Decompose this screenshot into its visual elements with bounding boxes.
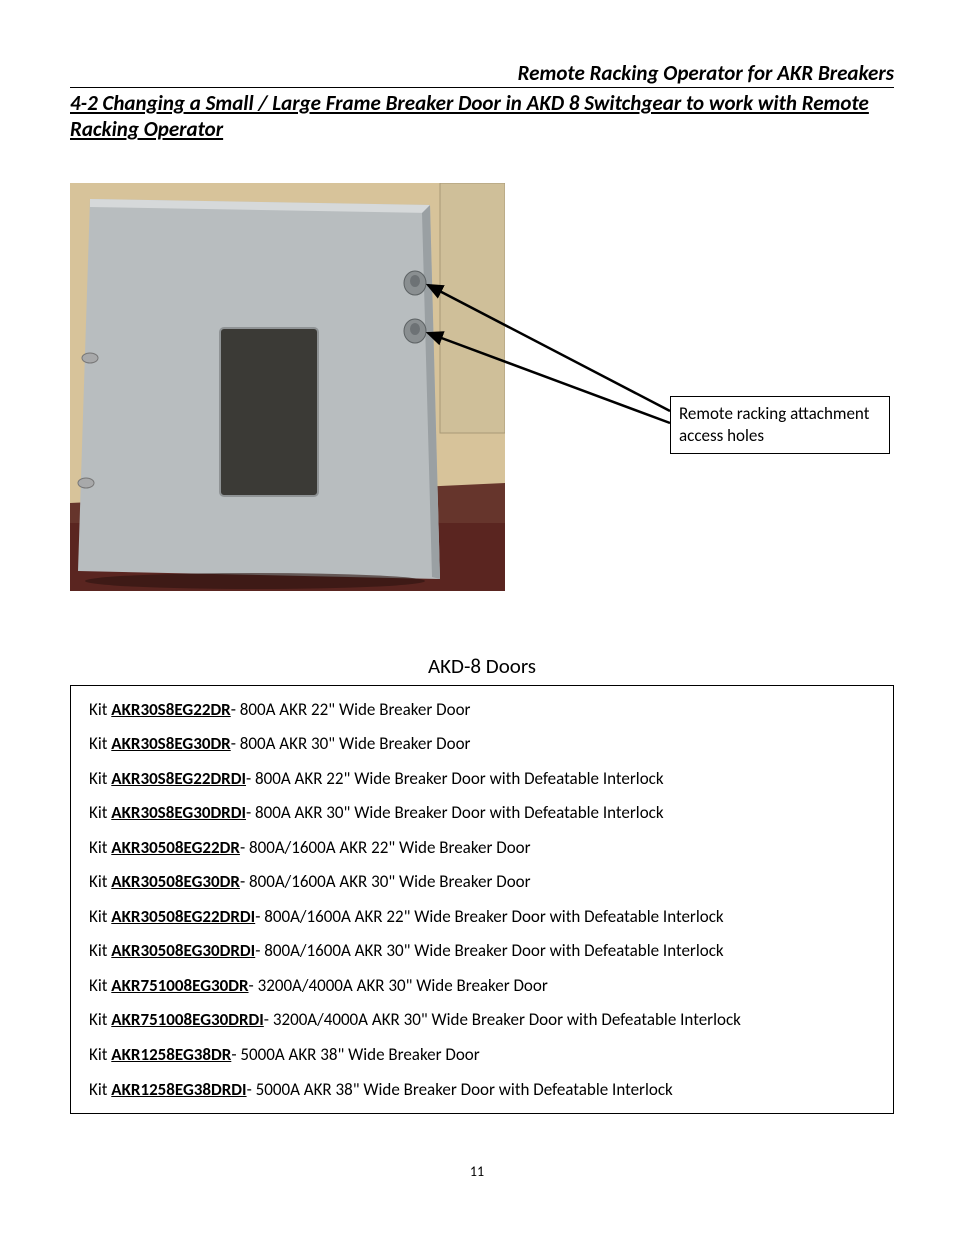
- kit-description: - 3200A/4000A AKR 30" Wide Breaker Door …: [264, 1009, 741, 1030]
- kit-description: - 800A/1600A AKR 30" Wide Breaker Door w…: [255, 940, 723, 961]
- kit-row: Kit AKR751008EG30DR- 3200A/4000A AKR 30"…: [89, 976, 875, 996]
- kit-row: Kit AKR30508EG30DR- 800A/1600A AKR 30" W…: [89, 872, 875, 892]
- figure-area: Remote racking attachment access holes: [70, 183, 894, 643]
- kit-row: Kit AKR30S8EG22DR- 800A AKR 22" Wide Bre…: [89, 700, 875, 720]
- kit-description: - 5000A AKR 38" Wide Breaker Door with D…: [247, 1079, 673, 1100]
- kit-description: - 800A AKR 30" Wide Breaker Door: [231, 733, 471, 754]
- kit-code: AKR30S8EG22DRDI: [111, 768, 246, 789]
- callout-label: Remote racking attachment access holes: [670, 396, 890, 454]
- kit-code: AKR30S8EG22DR: [111, 699, 230, 720]
- kit-list-table: Kit AKR30S8EG22DR- 800A AKR 22" Wide Bre…: [70, 685, 894, 1115]
- kit-description: - 800A/1600A AKR 22" Wide Breaker Door w…: [255, 906, 723, 927]
- kit-code: AKR751008EG30DRDI: [111, 1009, 264, 1030]
- section-heading: 4-2 Changing a Small / Large Frame Break…: [70, 90, 894, 143]
- table-title: AKD-8 Doors: [70, 653, 894, 679]
- kit-code: AKR30508EG22DR: [111, 837, 240, 858]
- kit-description: - 800A AKR 22" Wide Breaker Door with De…: [246, 768, 664, 789]
- kit-row: Kit AKR30508EG22DRDI- 800A/1600A AKR 22"…: [89, 907, 875, 927]
- kit-description: - 800A/1600A AKR 22" Wide Breaker Door: [240, 837, 531, 858]
- kit-description: - 5000A AKR 38" Wide Breaker Door: [231, 1044, 479, 1065]
- kit-row: Kit AKR30508EG22DR- 800A/1600A AKR 22" W…: [89, 838, 875, 858]
- kit-description: - 3200A/4000A AKR 30" Wide Breaker Door: [249, 975, 548, 996]
- kit-row: Kit AKR751008EG30DRDI- 3200A/4000A AKR 3…: [89, 1010, 875, 1030]
- kit-description: - 800A AKR 30" Wide Breaker Door with De…: [246, 802, 664, 823]
- breaker-door-photo: [70, 183, 505, 591]
- kit-code: AKR1258EG38DR: [111, 1044, 231, 1065]
- kit-code: AKR30508EG30DRDI: [111, 940, 255, 961]
- kit-code: AKR30508EG22DRDI: [111, 906, 255, 927]
- kit-code: AKR30508EG30DR: [111, 871, 240, 892]
- page-number: 11: [0, 1163, 954, 1180]
- kit-code: AKR751008EG30DR: [111, 975, 248, 996]
- kit-description: - 800A AKR 22" Wide Breaker Door: [231, 699, 471, 720]
- kit-row: Kit AKR30508EG30DRDI- 800A/1600A AKR 30"…: [89, 941, 875, 961]
- kit-row: Kit AKR30S8EG30DR- 800A AKR 30" Wide Bre…: [89, 734, 875, 754]
- kit-row: Kit AKR1258EG38DRDI- 5000A AKR 38" Wide …: [89, 1080, 875, 1100]
- kit-row: Kit AKR1258EG38DR- 5000A AKR 38" Wide Br…: [89, 1045, 875, 1065]
- kit-code: AKR1258EG38DRDI: [111, 1079, 246, 1100]
- kit-code: AKR30S8EG30DR: [111, 733, 230, 754]
- document-title: Remote Racking Operator for AKR Breakers: [70, 60, 894, 88]
- kit-description: - 800A/1600A AKR 30" Wide Breaker Door: [240, 871, 531, 892]
- kit-row: Kit AKR30S8EG22DRDI- 800A AKR 22" Wide B…: [89, 769, 875, 789]
- kit-row: Kit AKR30S8EG30DRDI- 800A AKR 30" Wide B…: [89, 803, 875, 823]
- kit-code: AKR30S8EG30DRDI: [111, 802, 246, 823]
